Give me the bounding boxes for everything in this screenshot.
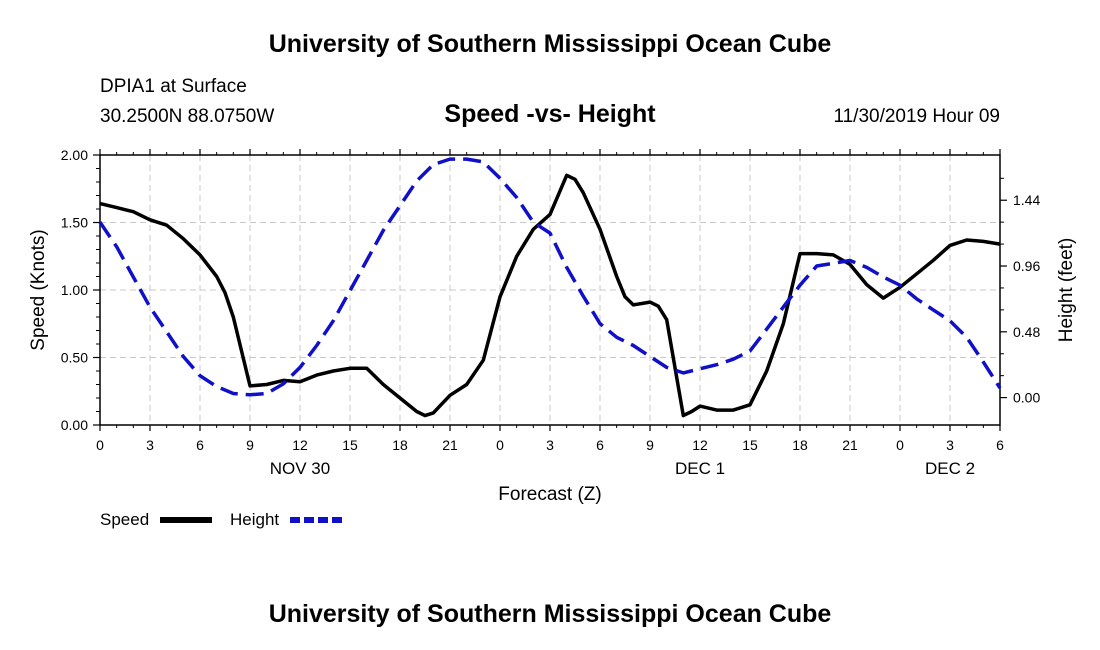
station-label: DPIA1 at Surface [100, 76, 247, 97]
y-tick-label: 1.50 [61, 215, 88, 231]
x-tick-label: 21 [842, 437, 858, 453]
x-tick-label: 6 [196, 437, 204, 453]
x-tick-label: 3 [946, 437, 954, 453]
x-tick-label: 6 [996, 437, 1004, 453]
y2-tick-label: 0.00 [1013, 390, 1040, 406]
height-series-line [98, 157, 1002, 397]
y2-tick-label: 0.48 [1013, 324, 1040, 340]
top-title: University of Southern Mississippi Ocean… [268, 30, 832, 58]
legend-label-speed: Speed [100, 510, 149, 529]
y-tick-label: 1.00 [61, 282, 88, 298]
x-tick-label: 9 [646, 437, 654, 453]
x-tick-label: 15 [342, 437, 358, 453]
x-tick-label: 21 [442, 437, 458, 453]
y-tick-label: 2.00 [61, 147, 88, 163]
x-tick-label: 9 [246, 437, 254, 453]
coordinates-label: 30.2500N 88.0750W [100, 106, 275, 127]
day-label: DEC 1 [675, 459, 725, 478]
y2-tick-label: 0.96 [1013, 258, 1040, 274]
x-tick-label: 18 [392, 437, 408, 453]
x-axis-title: Forecast (Z) [498, 484, 601, 505]
x-tick-label: 3 [146, 437, 154, 453]
x-tick-label: 0 [96, 437, 104, 453]
x-tick-label: 15 [742, 437, 758, 453]
x-tick-label: 12 [292, 437, 308, 453]
bottom-title: University of Southern Mississippi Ocean… [268, 600, 832, 628]
day-label: NOV 30 [270, 459, 330, 478]
y-tick-label: 0.50 [61, 350, 88, 366]
day-label: DEC 2 [925, 459, 975, 478]
x-tick-label: 6 [596, 437, 604, 453]
speed-series-line [99, 173, 1001, 418]
x-tick-label: 18 [792, 437, 808, 453]
y2-axis-title: Height (feet) [1056, 238, 1077, 343]
x-tick-label: 12 [692, 437, 708, 453]
chart-title: Speed -vs- Height [444, 100, 656, 128]
date-label: 11/30/2019 Hour 09 [833, 106, 1000, 127]
x-tick-label: 3 [546, 437, 554, 453]
y-axis-title: Speed (Knots) [28, 229, 49, 350]
y2-tick-label: 1.44 [1013, 192, 1040, 208]
x-tick-label: 0 [496, 437, 504, 453]
legend-label-height: Height [230, 510, 279, 529]
x-tick-label: 0 [896, 437, 904, 453]
y-tick-label: 0.00 [61, 417, 88, 433]
